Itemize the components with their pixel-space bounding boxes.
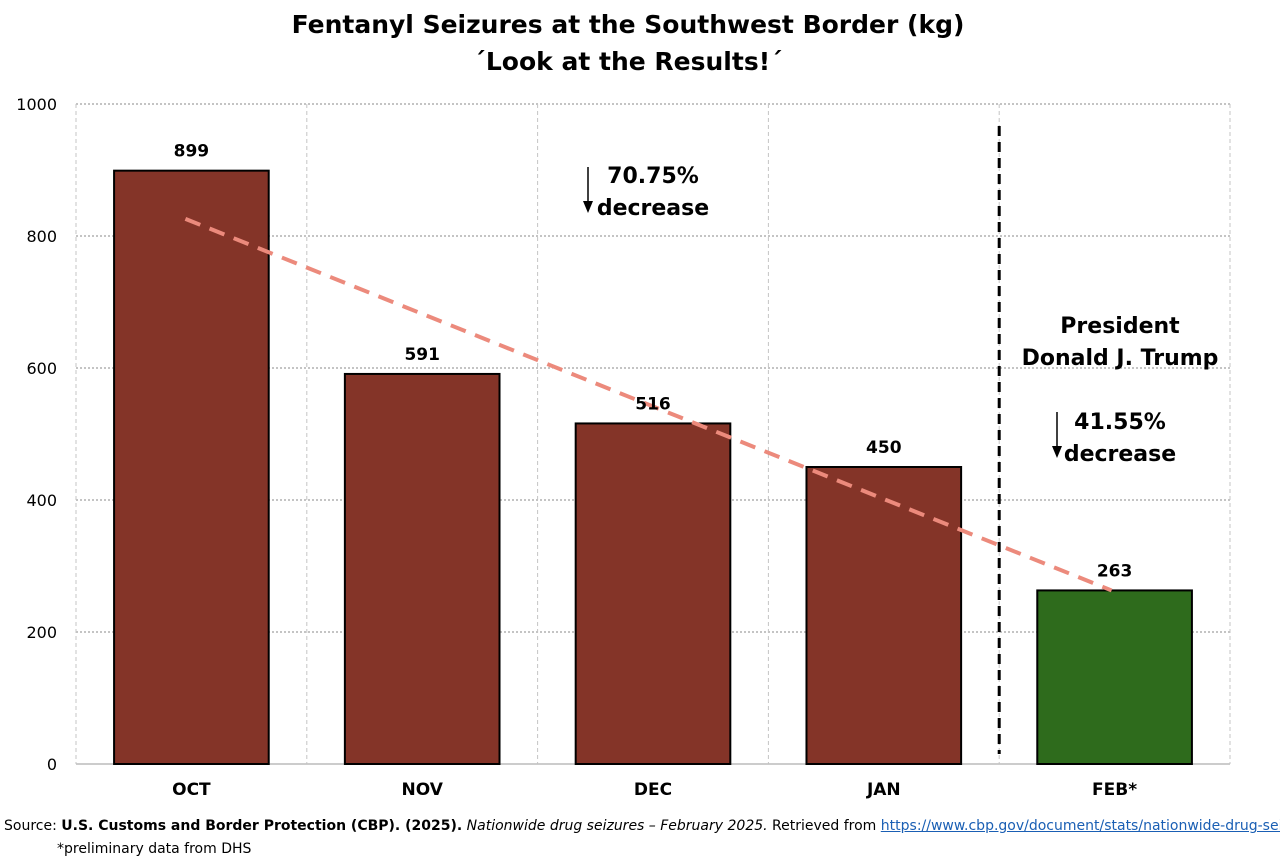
y-tick-label: 800 [26, 227, 57, 246]
y-tick-label: 1000 [16, 95, 57, 114]
trendline-dashed [184, 216, 1113, 593]
bar [1036, 589, 1193, 765]
data-label: 591 [404, 345, 440, 365]
bar [574, 422, 732, 765]
bar [113, 169, 270, 766]
data-label: 516 [635, 394, 671, 414]
source-link[interactable]: https://www.cbp.gov/document/stats/natio… [880, 818, 1280, 834]
source-retrieved: Retrieved from [767, 818, 881, 834]
arrowhead [583, 201, 593, 213]
data-label: 899 [174, 142, 210, 162]
x-tick-label: NOV [402, 780, 444, 800]
bar [805, 466, 963, 765]
chart-title: Fentanyl Seizures at the Southwest Borde… [0, 6, 1256, 80]
x-axis-ticks: OCT NOV DEC JAN FEB* [172, 780, 1137, 800]
source-prefix: Source: [4, 818, 62, 834]
y-tick-label: 0 [47, 755, 57, 774]
annotation-president: President Donald J. Trump [1022, 314, 1219, 371]
bar-chart: 0 200 400 600 800 1000 899 591 516 450 263 OCT NOV… [16, 95, 1231, 800]
source-citation: Source: U.S. Customs and Border Protecti… [4, 818, 1280, 834]
preliminary-note: *preliminary data from DHS [57, 841, 252, 857]
right-change-percent: 41.55% [1074, 410, 1166, 435]
annotation-left-change: 70.75% decrease [583, 164, 709, 221]
annotation-right-change: 41.55% decrease [1052, 410, 1176, 467]
left-change-percent: 70.75% [607, 164, 699, 189]
x-tick-label: JAN [866, 780, 901, 800]
president-label-line-2: Donald J. Trump [1022, 346, 1219, 371]
x-tick-label: DEC [634, 780, 672, 800]
x-tick-label: FEB* [1092, 780, 1137, 800]
trendline [184, 216, 1113, 593]
data-label: 450 [866, 438, 902, 458]
bar [343, 372, 501, 765]
source-org: U.S. Customs and Border Protection (CBP)… [61, 818, 463, 834]
left-change-word: decrease [597, 196, 709, 221]
president-label-line-1: President [1060, 314, 1180, 339]
y-tick-label: 600 [26, 359, 57, 378]
chart-title-line-1: Fentanyl Seizures at the Southwest Borde… [291, 10, 965, 39]
right-change-word: decrease [1064, 442, 1176, 467]
x-tick-label: OCT [172, 780, 211, 800]
data-labels: 899 591 516 450 263 [174, 142, 1133, 582]
bars [113, 169, 1193, 766]
y-tick-label: 200 [26, 623, 57, 642]
y-axis-ticks: 0 200 400 600 800 1000 [16, 95, 57, 774]
source-title: Nationwide drug seizures – February 2025… [466, 818, 768, 834]
data-label: 263 [1097, 561, 1133, 581]
chart-title-line-2: ´Look at the Results!´ [473, 47, 783, 76]
arrowhead [1052, 446, 1062, 458]
y-tick-label: 400 [26, 491, 57, 510]
